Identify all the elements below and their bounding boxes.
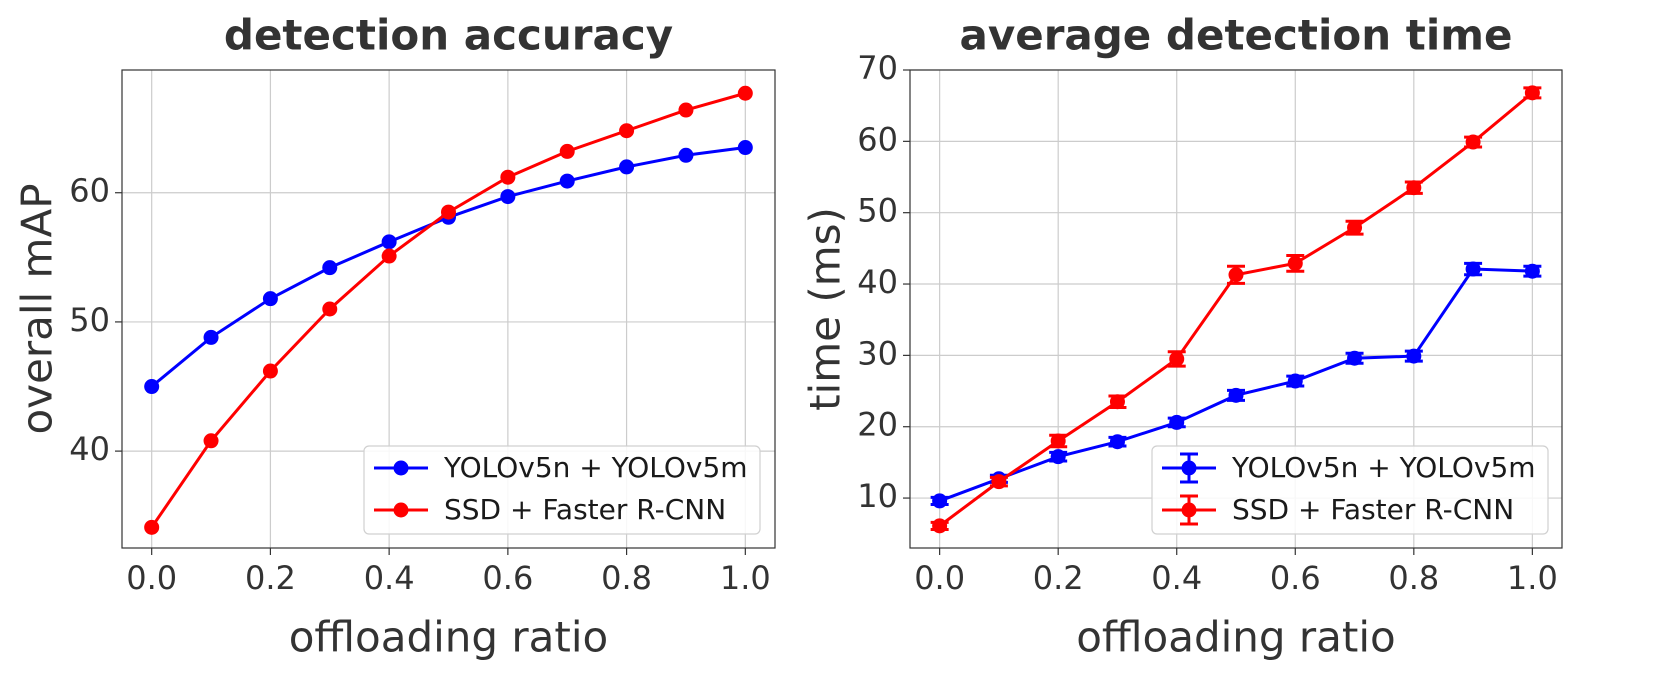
x-tick-label: 0.2 <box>245 559 296 597</box>
data-point <box>144 519 160 535</box>
data-point <box>1524 263 1540 279</box>
x-tick-label: 0.2 <box>1033 559 1084 597</box>
data-point <box>1228 387 1244 403</box>
y-tick-label: 10 <box>857 477 898 515</box>
data-point <box>737 140 753 156</box>
legend-marker <box>393 460 409 476</box>
data-point <box>1169 414 1185 430</box>
y-tick-label: 60 <box>857 120 898 158</box>
data-point <box>1465 134 1481 150</box>
x-tick-label: 0.8 <box>1388 559 1439 597</box>
data-point <box>737 85 753 101</box>
x-tick-label: 0.6 <box>1270 559 1321 597</box>
data-point <box>144 379 160 395</box>
legend-label: YOLOv5n + YOLOv5m <box>1231 451 1536 484</box>
detection-accuracy-plot: 0.0 0.2 0.4 0.6 0.8 1.0 40 50 60 detection accura… <box>13 11 776 662</box>
series-ssd <box>144 85 753 535</box>
data-point <box>619 159 635 175</box>
legend-label: YOLOv5n + YOLOv5m <box>443 451 748 484</box>
series-yolo <box>930 261 1542 509</box>
series-ssd <box>930 85 1542 534</box>
plot-frame <box>909 69 1563 549</box>
data-point <box>991 474 1007 490</box>
data-point <box>559 143 575 159</box>
y-tick-label: 40 <box>69 430 110 468</box>
chart-title: detection accuracy <box>224 11 673 60</box>
data-point <box>441 204 456 220</box>
data-point <box>678 102 694 118</box>
x-tick-label: 0.4 <box>1151 559 1202 597</box>
y-tick-label: 30 <box>857 334 898 372</box>
data-point <box>262 291 278 307</box>
data-point <box>1287 255 1303 271</box>
legend-marker <box>393 502 409 518</box>
x-tick-label: 0.0 <box>914 559 965 597</box>
legend: YOLOv5n + YOLOv5m SSD + Faster R-CNN <box>1151 445 1549 535</box>
data-point <box>203 433 219 449</box>
x-axis-label: offloading ratio <box>1076 613 1396 662</box>
chart-title: average detection time <box>959 11 1512 60</box>
legend-label: SSD + Faster R-CNN <box>1232 493 1514 526</box>
data-point <box>381 248 397 264</box>
data-point <box>932 493 948 509</box>
x-tick-label: 0.6 <box>482 559 533 597</box>
legend: YOLOv5n + YOLOv5m SSD + Faster R-CNN <box>363 445 761 535</box>
x-tick-label: 0.8 <box>601 559 652 597</box>
data-point <box>1406 180 1422 196</box>
legend-box <box>363 445 761 535</box>
data-point <box>1228 267 1244 283</box>
data-point <box>1406 348 1422 364</box>
data-point <box>619 123 635 139</box>
detection-time-plot: 0.0 0.2 0.4 0.6 0.8 1.0 10 20 30 40 50 60 70 average … <box>801 11 1563 662</box>
x-tick-label: 0.0 <box>126 559 177 597</box>
data-point <box>203 329 219 345</box>
data-point <box>322 301 338 317</box>
legend-box <box>1151 445 1549 535</box>
legend-label: SSD + Faster R-CNN <box>444 493 726 526</box>
y-tick-label: 20 <box>857 406 898 444</box>
x-axis-label: offloading ratio <box>289 613 609 662</box>
data-point <box>1109 394 1125 410</box>
series-line <box>150 146 746 388</box>
data-point <box>559 173 575 189</box>
series-yolo <box>144 140 753 395</box>
y-tick-label: 60 <box>69 172 110 210</box>
x-tick-label: 1.0 <box>720 559 771 597</box>
legend-marker <box>1181 460 1197 476</box>
data-point <box>1524 85 1540 101</box>
data-point <box>1287 373 1303 389</box>
y-axis-label: overall mAP <box>13 183 62 434</box>
x-tick-label: 0.4 <box>364 559 415 597</box>
data-point <box>1465 261 1481 277</box>
data-point <box>500 189 516 205</box>
data-point <box>678 147 694 163</box>
data-point <box>932 518 948 534</box>
y-tick-label: 50 <box>69 301 110 339</box>
data-point <box>1169 351 1185 367</box>
y-tick-label: 50 <box>857 192 898 230</box>
data-point <box>1050 433 1066 449</box>
data-point <box>500 169 516 185</box>
data-point <box>1347 220 1363 236</box>
data-point <box>1050 449 1066 465</box>
data-point <box>262 363 278 379</box>
data-point <box>1347 350 1363 366</box>
plot-frame <box>121 69 776 549</box>
data-point <box>1109 434 1125 450</box>
x-tick-label: 1.0 <box>1507 559 1558 597</box>
y-tick-label: 70 <box>857 49 898 87</box>
data-point <box>381 234 397 250</box>
y-axis-label: time (ms) <box>801 207 850 411</box>
data-point <box>322 260 338 276</box>
legend-marker <box>1181 502 1197 518</box>
y-tick-label: 40 <box>857 263 898 301</box>
